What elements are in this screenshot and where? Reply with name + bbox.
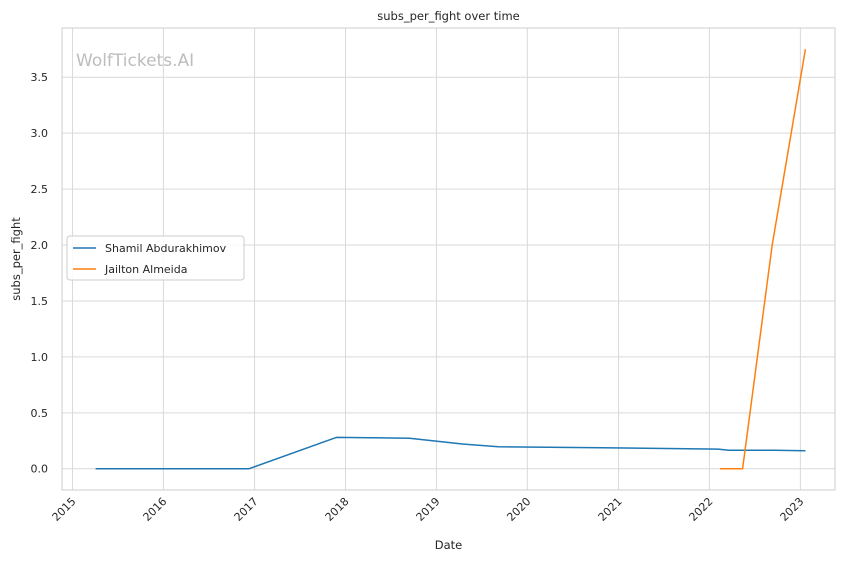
grid [62,28,835,490]
x-axis-label: Date [435,538,463,552]
legend: Shamil Abdurakhimov Jailton Almeida [66,235,245,281]
series-line-0 [95,436,806,470]
y-tick-label: 1.0 [31,351,49,364]
y-tick-label: 3.5 [31,71,49,84]
series-lines [95,49,807,470]
y-tick-label: 0.0 [31,463,49,476]
y-tick-label: 2.5 [31,183,49,196]
y-tick-label: 1.5 [31,295,49,308]
plot-area [61,27,836,491]
legend-label: Jailton Almeida [104,263,187,276]
watermark: WolfTickets.AI [76,51,194,71]
chart-title: subs_per_fight over time [377,9,519,23]
legend-box [66,235,245,281]
series-line-1 [719,49,807,470]
y-axis-label: subs_per_fight [9,217,23,301]
legend-label: Shamil Abdurakhimov [105,242,227,255]
y-tick-label: 3.0 [31,127,49,140]
y-tick-label: 2.0 [31,239,49,252]
y-tick-label: 0.5 [31,407,49,420]
